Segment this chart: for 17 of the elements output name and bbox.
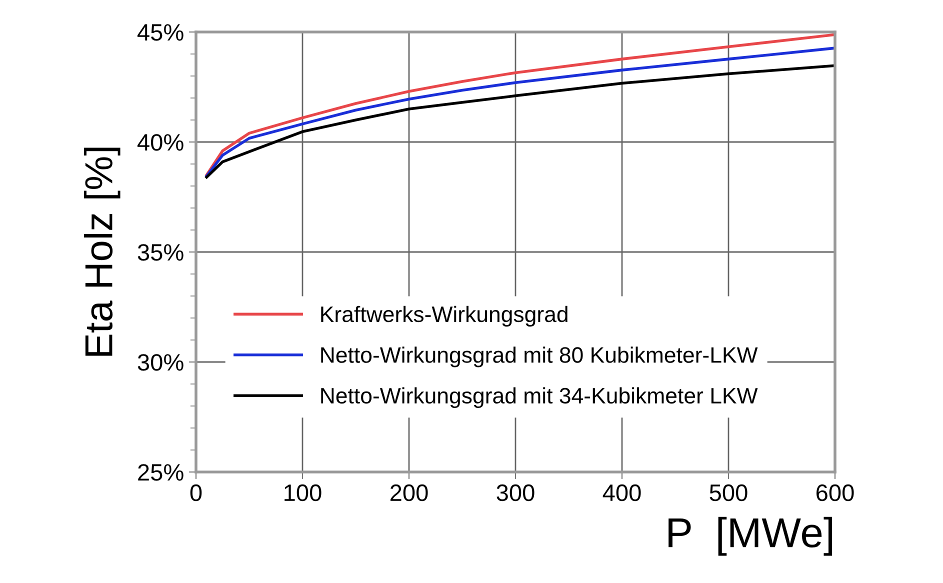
y-tick-label: 40% <box>137 134 184 151</box>
y-tick-label: 25% <box>138 464 184 481</box>
x-tick-label: 500 <box>710 484 748 502</box>
x-tick-label: 0 <box>190 484 202 502</box>
y-tick-label: 45% <box>137 24 184 41</box>
legend-label: Netto-Wirkungsgrad mit 34-Kubikmeter LKW <box>321 387 758 408</box>
x-tick-label: 400 <box>602 484 641 502</box>
x-tick-label: 200 <box>390 484 428 502</box>
y-tick-label: 30% <box>138 354 184 371</box>
x-tick-label: 300 <box>496 484 534 502</box>
x-tick-label: 600 <box>816 484 854 502</box>
y-axis-title: Eta Holz [%] <box>84 148 120 356</box>
y-tick-label: 35% <box>138 244 184 261</box>
legend-label: Netto-Wirkungsgrad mit 80 Kubikmeter-LKW <box>321 346 758 368</box>
legend-label: Kraftwerks-Wirkungsgrad <box>321 306 568 327</box>
x-axis-title: P [MWe] <box>668 516 832 556</box>
x-tick-label: 100 <box>284 484 322 502</box>
